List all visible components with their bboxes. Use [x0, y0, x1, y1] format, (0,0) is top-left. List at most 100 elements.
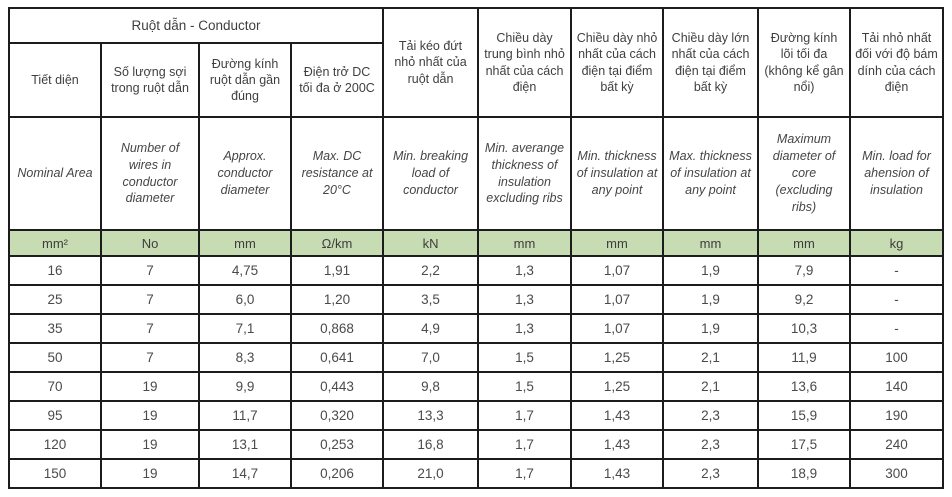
units-row: mm² No mm Ω/km kN mm mm mm mm kg	[8, 229, 945, 257]
data-cell: 1,7	[477, 458, 573, 489]
header-cell-en: Min. load for ahension of insulation	[849, 116, 945, 231]
data-cell: 11,9	[757, 342, 852, 373]
data-cell: 35	[8, 313, 102, 344]
data-cell: 190	[849, 400, 945, 431]
data-cell: 7	[100, 255, 200, 286]
data-cell: 3,5	[382, 284, 480, 315]
header-row-group: Ruột dẫn - Conductor Tải kéo đứt nhỏ nhất…	[7, 7, 945, 118]
data-cell: 15,9	[757, 400, 852, 431]
data-cell: 7	[100, 342, 200, 373]
data-cell: 1,3	[477, 313, 573, 344]
unit-cell: kg	[849, 229, 945, 257]
unit-cell: mm²	[8, 229, 102, 257]
data-cell: 1,43	[570, 429, 665, 460]
table-row: 25 7 6,0 1,20 3,5 1,3 1,07 1,9 9,2-	[8, 284, 945, 315]
header-cell-en: Nominal Area	[8, 116, 102, 231]
header-cell-en: Min. averange thickness of insulation ex…	[477, 116, 573, 231]
header-cell-en: Min. thickness of insulation at any poin…	[570, 116, 665, 231]
header-cell-en: Maximum diameter of core (excluding ribs…	[757, 116, 852, 231]
data-cell: 2,3	[662, 429, 760, 460]
data-cell: 1,9	[662, 313, 760, 344]
table-row: 35 7 7,1 0,868 4,9 1,3 1,07 1,9 10,3-	[8, 313, 945, 344]
data-cell: 1,43	[570, 400, 665, 431]
data-cell: 2,3	[662, 458, 760, 489]
header-cell-vi: Tải kéo đứt nhỏ nhất của ruột dẫn	[382, 7, 480, 118]
data-cell: -	[849, 313, 945, 344]
data-cell: 19	[100, 458, 200, 489]
data-cell: 7,9	[757, 255, 852, 286]
data-cell: 9,8	[382, 371, 480, 402]
conductor-group-header: Ruột dẫn - Conductor	[7, 7, 385, 44]
header-cell-en: Min. breaking load of conductor	[382, 116, 480, 231]
data-cell: 1,43	[570, 458, 665, 489]
unit-cell: mm	[757, 229, 852, 257]
data-cell: 16	[8, 255, 102, 286]
data-cell: 6,0	[198, 284, 292, 315]
data-cell: 50	[8, 342, 102, 373]
data-cell: 1,25	[570, 371, 665, 402]
data-cell: 2,3	[662, 400, 760, 431]
cable-specification-table: Ruột dẫn - Conductor Tải kéo đứt nhỏ nhất…	[7, 7, 945, 489]
header-cell-vi: Chiều dày lớn nhất của cách điện tại điể…	[662, 7, 760, 118]
header-row-english: Nominal Area Number of wires in conductor…	[8, 116, 945, 231]
data-cell: 1,5	[477, 342, 573, 373]
data-cell: 1,07	[570, 255, 665, 286]
header-cell-vi: Tải nhỏ nhất đối với độ bám dính của các…	[849, 7, 945, 118]
data-cell: 1,7	[477, 400, 573, 431]
data-cell: -	[849, 284, 945, 315]
data-cell: 1,3	[477, 255, 573, 286]
table-body: 16 7 4,75 1,91 2,2 1,3 1,07 1,9 7,9-25 7 6,0 1,20 3,…	[8, 255, 945, 489]
table-row: 70 19 9,9 0,443 9,8 1,5 1,25 2,1 13,6 140	[8, 371, 945, 402]
table-row: 120 19 13,1 0,253 16,8 1,7 1,43 2,3 17,5 240	[8, 429, 945, 460]
data-cell: 1,25	[570, 342, 665, 373]
unit-cell: No	[100, 229, 200, 257]
data-cell: 0,206	[289, 458, 385, 489]
header-cell-vi: Tiết diện	[8, 42, 102, 118]
unit-cell: mm	[198, 229, 292, 257]
data-cell: 10,3	[757, 313, 852, 344]
data-cell: 19	[100, 371, 200, 402]
data-cell: 17,5	[757, 429, 852, 460]
data-cell: 140	[849, 371, 945, 402]
table-row: 150 19 14,7 0,206 21,0 1,7 1,43 2,3 18,9 300	[8, 458, 945, 489]
data-cell: 1,7	[477, 429, 573, 460]
data-cell: 0,868	[289, 313, 385, 344]
header-cell-vi: Số lượng sợi trong ruột dẫn	[100, 42, 200, 118]
data-cell: 7	[100, 313, 200, 344]
header-cell-vi: Điện trở DC tối đa ở 200C	[289, 42, 385, 118]
data-cell: 95	[8, 400, 102, 431]
data-cell: 25	[8, 284, 102, 315]
data-cell: 0,641	[289, 342, 385, 373]
unit-cell: kN	[382, 229, 480, 257]
data-cell: 100	[849, 342, 945, 373]
header-cell-vi: Đường kính ruột dẫn gần đúng	[198, 42, 292, 118]
data-cell: 2,1	[662, 371, 760, 402]
data-cell: 19	[100, 400, 200, 431]
data-cell: 2,1	[662, 342, 760, 373]
table-row: 50 7 8,3 0,641 7,0 1,5 1,25 2,1 11,9 100	[8, 342, 945, 373]
data-cell: 19	[100, 429, 200, 460]
data-cell: 2,2	[382, 255, 480, 286]
data-cell: 7,0	[382, 342, 480, 373]
data-cell: 13,3	[382, 400, 480, 431]
data-cell: 14,7	[198, 458, 292, 489]
data-cell: 1,07	[570, 313, 665, 344]
table-row: 95 19 11,7 0,320 13,3 1,7 1,43 2,3 15,9 190	[8, 400, 945, 431]
data-cell: 1,07	[570, 284, 665, 315]
header-cell-en: Max. DC resistance at 20°C	[289, 116, 385, 231]
data-cell: -	[849, 255, 945, 286]
unit-cell: mm	[570, 229, 665, 257]
header-cell-en: Number of wires in conductor diameter	[100, 116, 200, 231]
data-cell: 11,7	[198, 400, 292, 431]
header-cell-en: Approx. conductor diameter	[198, 116, 292, 231]
data-cell: 4,9	[382, 313, 480, 344]
data-cell: 70	[8, 371, 102, 402]
unit-cell: mm	[662, 229, 760, 257]
header-cell-vi: Đường kính lõi tối đa (không kể gân nổi)	[757, 7, 852, 118]
data-cell: 1,20	[289, 284, 385, 315]
data-cell: 7	[100, 284, 200, 315]
data-cell: 1,5	[477, 371, 573, 402]
data-cell: 13,1	[198, 429, 292, 460]
data-cell: 0,320	[289, 400, 385, 431]
table-header: Ruột dẫn - Conductor Tải kéo đứt nhỏ nhất…	[7, 7, 945, 257]
